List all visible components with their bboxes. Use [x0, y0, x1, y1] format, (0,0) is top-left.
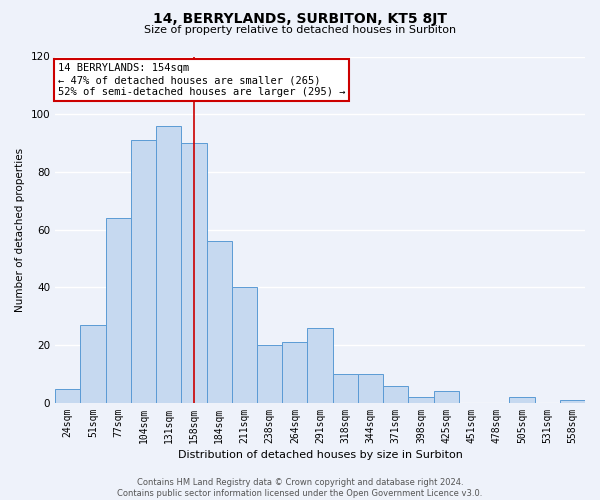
Bar	[409, 397, 434, 403]
Bar	[80, 325, 106, 403]
Bar	[156, 126, 181, 403]
Bar	[181, 143, 206, 403]
Bar	[358, 374, 383, 403]
Bar	[560, 400, 585, 403]
Bar	[434, 392, 459, 403]
Text: Contains HM Land Registry data © Crown copyright and database right 2024.
Contai: Contains HM Land Registry data © Crown c…	[118, 478, 482, 498]
Text: Size of property relative to detached houses in Surbiton: Size of property relative to detached ho…	[144, 25, 456, 35]
Text: 14, BERRYLANDS, SURBITON, KT5 8JT: 14, BERRYLANDS, SURBITON, KT5 8JT	[153, 12, 447, 26]
Bar	[307, 328, 332, 403]
X-axis label: Distribution of detached houses by size in Surbiton: Distribution of detached houses by size …	[178, 450, 463, 460]
Bar	[55, 388, 80, 403]
Bar	[383, 386, 409, 403]
Bar	[206, 242, 232, 403]
Bar	[509, 397, 535, 403]
Y-axis label: Number of detached properties: Number of detached properties	[15, 148, 25, 312]
Bar	[282, 342, 307, 403]
Text: 14 BERRYLANDS: 154sqm
← 47% of detached houses are smaller (265)
52% of semi-det: 14 BERRYLANDS: 154sqm ← 47% of detached …	[58, 64, 346, 96]
Bar	[332, 374, 358, 403]
Bar	[257, 345, 282, 403]
Bar	[131, 140, 156, 403]
Bar	[106, 218, 131, 403]
Bar	[232, 288, 257, 403]
